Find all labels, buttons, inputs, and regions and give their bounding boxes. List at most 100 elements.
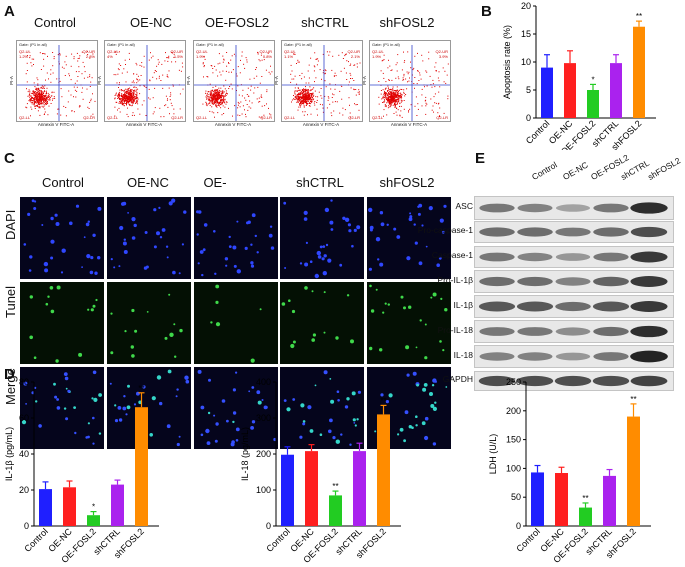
cell-nucleus — [370, 309, 375, 313]
cell-nucleus — [119, 225, 124, 231]
flow-event-dot — [132, 97, 133, 99]
flow-event-dot — [123, 100, 125, 102]
flow-event-dot — [39, 95, 41, 97]
flow-event-dot — [118, 96, 120, 98]
flow-event-dot — [136, 97, 138, 99]
flow-event-dot — [153, 72, 155, 74]
flow-event-dot — [334, 88, 336, 90]
flow-event-dot — [33, 94, 35, 96]
flow-event-dot — [202, 103, 204, 105]
flow-event-dot — [73, 111, 75, 113]
cell-nucleus — [257, 400, 262, 405]
flow-event-dot — [390, 102, 392, 104]
cell-nucleus — [382, 311, 385, 314]
flow-event-dot — [132, 112, 134, 114]
wb-blot-strip — [474, 221, 674, 243]
cell-nucleus — [403, 306, 406, 310]
flow-event-dot — [48, 78, 49, 80]
flow-event-dot — [304, 94, 306, 96]
flow-event-dot — [333, 94, 335, 96]
flow-event-dot — [320, 95, 322, 97]
flow-x-axis-label: Annexin V FITC-A — [214, 122, 252, 127]
flow-event-dot — [316, 102, 318, 103]
flow-event-dot — [134, 97, 136, 99]
cell-nucleus — [330, 399, 335, 404]
flow-event-dot — [221, 103, 223, 105]
flow-event-dot — [40, 102, 42, 104]
flow-event-dot — [308, 98, 309, 100]
cell-nucleus — [329, 220, 334, 225]
flow-event-dot — [302, 90, 303, 91]
flow-event-dot — [52, 52, 54, 53]
flow-event-dot — [384, 104, 386, 106]
flow-event-dot — [41, 90, 43, 92]
flow-event-dot — [167, 60, 169, 62]
flow-event-dot — [314, 90, 316, 92]
cell-nucleus — [142, 385, 146, 389]
cell-nucleus — [439, 218, 444, 223]
cell-nucleus — [397, 433, 400, 436]
flow-event-dot — [305, 90, 306, 92]
flow-event-dot — [33, 102, 35, 103]
flow-event-dot — [217, 99, 219, 101]
flow-event-dot — [401, 69, 403, 71]
flow-event-dot — [214, 100, 216, 102]
flow-event-dot — [115, 74, 117, 76]
flow-event-dot — [139, 64, 141, 66]
flow-event-dot — [312, 92, 314, 94]
flow-event-dot — [302, 103, 303, 105]
flow-event-dot — [135, 102, 136, 104]
flow-event-dot — [211, 103, 213, 105]
flow-event-dot — [171, 52, 173, 54]
flow-gate-label: Gate: (P1 in all) — [196, 42, 224, 47]
flow-event-dot — [258, 59, 260, 61]
cell-nucleus — [83, 236, 86, 239]
flow-event-dot — [135, 87, 137, 89]
flow-event-dot — [129, 104, 130, 106]
bar-oe-fosl2 — [587, 90, 599, 118]
cell-nucleus — [232, 420, 235, 424]
flow-event-dot — [125, 64, 126, 65]
flow-event-dot — [214, 100, 216, 102]
flow-event-dot — [383, 54, 385, 56]
flow-event-dot — [291, 78, 293, 80]
flow-event-dot — [329, 51, 331, 53]
flow-event-dot — [212, 99, 214, 101]
flow-event-dot — [255, 69, 257, 70]
flow-event-dot — [36, 94, 38, 96]
flow-event-dot — [401, 96, 402, 98]
cell-nucleus — [113, 266, 116, 269]
flow-event-dot — [126, 98, 128, 100]
cell-nucleus — [122, 406, 127, 411]
flow-event-dot — [219, 105, 220, 107]
flow-event-dot — [41, 95, 43, 97]
flow-event-dot — [42, 86, 44, 88]
quadrant-ul-label: Q2-UL — [284, 49, 297, 54]
flow-event-dot — [44, 53, 46, 55]
flow-event-dot — [166, 99, 168, 101]
flow-event-dot — [308, 94, 310, 95]
flow-event-dot — [389, 99, 390, 101]
flow-event-dot — [36, 98, 38, 99]
flow-event-dot — [50, 69, 52, 71]
flow-event-dot — [34, 98, 35, 100]
flow-event-dot — [403, 91, 405, 93]
y-axis-title: LDH (U/L) — [488, 434, 498, 475]
cell-nucleus — [92, 370, 97, 375]
significance-marker: ** — [138, 384, 144, 393]
flow-event-dot — [295, 90, 297, 92]
quadrant-lr-label: Q2-LR — [436, 115, 448, 120]
flow-event-dot — [226, 101, 228, 103]
flow-event-dot — [117, 109, 118, 111]
flow-event-dot — [304, 98, 306, 100]
flow-event-dot — [395, 77, 397, 79]
flow-group-label: OE-NC — [130, 15, 172, 30]
flow-event-dot — [313, 94, 315, 96]
flow-event-dot — [312, 88, 314, 90]
flow-event-dot — [179, 108, 181, 110]
flow-event-dot — [136, 101, 138, 103]
flow-event-dot — [132, 91, 134, 93]
flow-event-dot — [311, 92, 313, 94]
flow-event-dot — [123, 94, 125, 95]
flow-event-dot — [226, 52, 228, 53]
